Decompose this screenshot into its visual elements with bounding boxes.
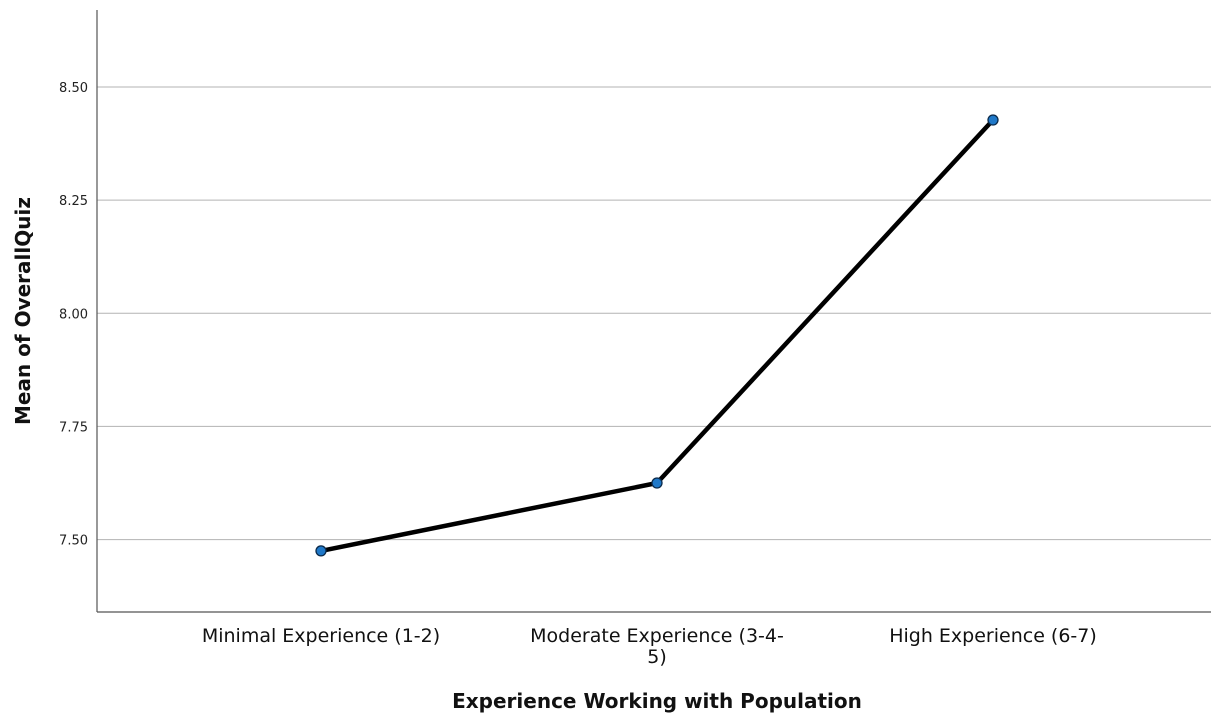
y-tick-label: 8.50 bbox=[59, 81, 88, 96]
y-axis-title: Mean of OverallQuiz bbox=[11, 197, 35, 425]
y-tick-label: 8.00 bbox=[59, 307, 88, 322]
y-tick-label: 7.75 bbox=[59, 420, 88, 435]
x-category-label-line: High Experience (6-7) bbox=[889, 625, 1097, 647]
data-point bbox=[315, 545, 327, 557]
x-category-label: Minimal Experience (1-2) bbox=[202, 625, 440, 647]
y-tick-label: 8.25 bbox=[59, 194, 88, 209]
data-series bbox=[315, 114, 999, 557]
data-point bbox=[987, 114, 999, 126]
y-tick-labels: 7.50 7.75 8.00 8.25 8.50 bbox=[59, 81, 88, 549]
x-category-label-line: 5) bbox=[647, 646, 667, 668]
x-category-label-line: Moderate Experience (3-4- bbox=[530, 625, 784, 647]
data-point bbox=[651, 477, 663, 489]
gridlines bbox=[97, 86, 1211, 541]
y-tick-label: 7.50 bbox=[59, 534, 88, 549]
x-category-label-line: Minimal Experience (1-2) bbox=[202, 625, 440, 647]
x-axis-title: Experience Working with Population bbox=[452, 689, 862, 713]
x-category-label: High Experience (6-7) bbox=[889, 625, 1097, 647]
x-category-label: Moderate Experience (3-4-5) bbox=[530, 625, 784, 668]
axes bbox=[96, 10, 1211, 613]
x-category-labels: Minimal Experience (1-2) Moderate Experie… bbox=[202, 625, 1097, 668]
